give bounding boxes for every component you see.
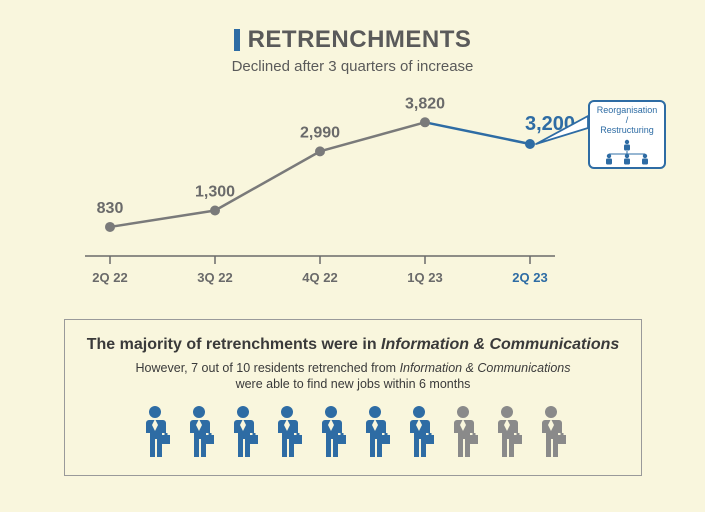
- person-icon: [448, 405, 478, 461]
- person-icon: [184, 405, 214, 461]
- info-headline-em: Information & Communications: [381, 336, 619, 353]
- callout-people-icons: [596, 139, 658, 165]
- person-icon: [228, 405, 258, 461]
- title-accent-bar: [234, 29, 240, 51]
- page-title: RETRENCHMENTS: [248, 26, 472, 54]
- data-point-label: 2,990: [300, 124, 340, 141]
- person-icon: [536, 405, 566, 461]
- data-point-label: 3,820: [405, 95, 445, 112]
- info-headline-prefix: The majority of retrenchments were in: [87, 336, 381, 353]
- info-sub-em: Information & Communications: [400, 361, 571, 375]
- title-row: RETRENCHMENTS: [0, 26, 705, 54]
- info-headline: The majority of retrenchments were in In…: [85, 336, 621, 354]
- person-icon: [140, 405, 170, 461]
- title-block: RETRENCHMENTS Declined after 3 quarters …: [0, 0, 705, 75]
- person-icon: [492, 405, 522, 461]
- person-icon: [272, 405, 302, 461]
- data-point-label: 830: [97, 200, 124, 217]
- x-axis-label: 2Q 22: [92, 270, 127, 285]
- callout-line2: Restructuring: [596, 126, 658, 136]
- person-icon: [360, 405, 390, 461]
- info-box: The majority of retrenchments were in In…: [64, 319, 642, 476]
- callout-line1: Reorganisation /: [596, 106, 658, 126]
- org-chart-icon: [600, 139, 654, 165]
- info-subtext: However, 7 out of 10 residents retrenche…: [85, 360, 621, 393]
- info-sub-line2: were able to find new jobs within 6 mont…: [236, 377, 471, 391]
- reason-callout: Reorganisation / Restructuring: [588, 100, 666, 169]
- person-icon: [316, 405, 346, 461]
- page-subtitle: Declined after 3 quarters of increase: [0, 58, 705, 75]
- x-axis-label: 4Q 22: [302, 270, 337, 285]
- x-axis-label: 3Q 22: [197, 270, 232, 285]
- person-icon: [404, 405, 434, 461]
- info-sub-prefix: However, 7 out of 10 residents retrenche…: [136, 361, 400, 375]
- x-axis-label: 2Q 23: [512, 270, 547, 285]
- retrenchments-line-chart: 2Q 22 3Q 22 4Q 22 1Q 23 2Q 23 830 1,300 2,990 3,…: [80, 86, 640, 286]
- data-point-label: 1,300: [195, 184, 235, 201]
- x-axis-label: 1Q 23: [407, 270, 442, 285]
- people-icon-row: [85, 405, 621, 461]
